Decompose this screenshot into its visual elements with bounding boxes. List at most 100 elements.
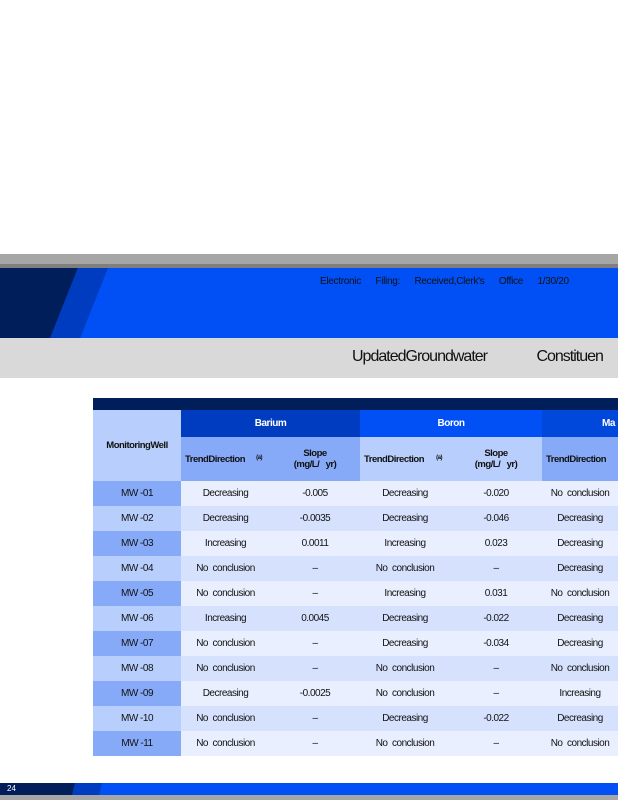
well-id-cell: MW -08 (93, 656, 181, 681)
well-id-cell: MW -10 (93, 706, 181, 731)
barium-slope-cell: – (270, 731, 360, 756)
well-id-cell: MW -06 (93, 606, 181, 631)
table-row: MW -10 No conclusion – Decreasing -0.022 Decr… (93, 706, 618, 731)
boron-trend-cell: Decreasing (360, 481, 450, 506)
well-id-cell: MW -02 (93, 506, 181, 531)
barium-trend-cell: No conclusion (181, 581, 270, 606)
boron-slope-cell: -0.046 (450, 506, 542, 531)
slope-label: Slope (303, 448, 327, 459)
title-word: UpdatedGroundwater (352, 348, 488, 365)
boron-trend-cell: Decreasing (360, 506, 450, 531)
third-trend-cell: Decreasing (542, 706, 618, 731)
group-header-barium: Barium (181, 410, 360, 437)
slope-header: Slope (mg/L/ yr) (450, 437, 542, 481)
subheader-row: TrendDirection (a) Slope (mg/L/ yr) TrendDir… (181, 437, 618, 481)
boron-slope-cell: – (450, 556, 542, 581)
barium-trend-cell: No conclusion (181, 631, 270, 656)
trend-direction-header: TrendDirection (542, 437, 618, 481)
barium-slope-cell: 0.0045 (270, 606, 360, 631)
trend-direction-label: TrendDirection (546, 453, 607, 465)
page-number: 24 (7, 784, 16, 793)
third-trend-cell: Increasing (542, 681, 618, 706)
header-band (0, 268, 618, 338)
boron-trend-cell: No conclusion (360, 556, 450, 581)
boron-slope-cell: -0.022 (450, 606, 542, 631)
well-id-cell: MW -04 (93, 556, 181, 581)
slope-header: Slope (mg/L/ yr) (270, 437, 360, 481)
table-row: MW -02 Decreasing -0.0035 Decreasing -0.046 D… (93, 506, 618, 531)
boron-trend-cell: Increasing (360, 581, 450, 606)
table-row: MW -01 Decreasing -0.005 Decreasing -0.020 No… (93, 481, 618, 506)
boron-slope-cell: 0.031 (450, 581, 542, 606)
table-row: MW -11 No conclusion – No conclusion – No con… (93, 731, 618, 756)
barium-trend-cell: No conclusion (181, 731, 270, 756)
barium-slope-cell: -0.0025 (270, 681, 360, 706)
boron-trend-cell: Increasing (360, 531, 450, 556)
barium-slope-cell: 0.0011 (270, 531, 360, 556)
well-id-cell: MW -09 (93, 681, 181, 706)
boron-trend-cell: No conclusion (360, 681, 450, 706)
boron-trend-cell: Decreasing (360, 706, 450, 731)
page-title: UpdatedGroundwater Constituen (352, 348, 618, 366)
slope-label: Slope (484, 448, 508, 459)
title-word: Constituen (536, 348, 603, 365)
filing-word: Filing: (375, 276, 400, 287)
filing-word: 1/30/20 (537, 276, 570, 287)
table-body: MW -01 Decreasing -0.005 Decreasing -0.020 No… (93, 481, 618, 756)
boron-slope-cell: -0.020 (450, 481, 542, 506)
barium-trend-cell: No conclusion (181, 556, 270, 581)
barium-trend-cell: Increasing (181, 606, 270, 631)
slope-unit: (mg/L/ yr) (474, 459, 518, 470)
well-id-cell: MW -07 (93, 631, 181, 656)
barium-trend-cell: Increasing (181, 531, 270, 556)
third-trend-cell: No conclusion (542, 581, 618, 606)
table-row: MW -06 Increasing 0.0045 Decreasing -0.022 De… (93, 606, 618, 631)
third-trend-cell: No conclusion (542, 731, 618, 756)
barium-slope-cell: -0.0035 (270, 506, 360, 531)
barium-slope-cell: – (270, 581, 360, 606)
barium-slope-cell: -0.005 (270, 481, 360, 506)
footer-gray-bar (0, 795, 618, 800)
table-top-bar (93, 398, 618, 410)
third-trend-cell: Decreasing (542, 506, 618, 531)
table-row: MW -05 No conclusion – Increasing 0.031 No co… (93, 581, 618, 606)
trend-direction-label: TrendDirection (185, 453, 246, 465)
footnote-marker: (a) (256, 455, 262, 461)
barium-trend-cell: Decreasing (181, 506, 270, 531)
slope-unit: (mg/L/ yr) (293, 459, 337, 470)
boron-trend-cell: No conclusion (360, 731, 450, 756)
third-trend-cell: Decreasing (542, 531, 618, 556)
barium-slope-cell: – (270, 556, 360, 581)
filing-word: Office (498, 276, 524, 287)
boron-trend-cell: No conclusion (360, 656, 450, 681)
well-id-cell: MW -05 (93, 581, 181, 606)
filing-stamp: Electronic Filing: Received,Clerk's Offi… (320, 276, 618, 287)
barium-slope-cell: – (270, 706, 360, 731)
boron-slope-cell: – (450, 731, 542, 756)
barium-trend-cell: No conclusion (181, 656, 270, 681)
table-row: MW -07 No conclusion – Decreasing -0.034 Decr… (93, 631, 618, 656)
boron-slope-cell: -0.022 (450, 706, 542, 731)
table-row: MW -09 Decreasing -0.0025 No conclusion – Inc… (93, 681, 618, 706)
trend-direction-label: TrendDirection (364, 453, 425, 465)
boron-slope-cell: – (450, 681, 542, 706)
barium-slope-cell: – (270, 631, 360, 656)
well-id-cell: MW -11 (93, 731, 181, 756)
boron-slope-cell: – (450, 656, 542, 681)
footer-slant-shape (72, 783, 102, 795)
boron-trend-cell: Decreasing (360, 631, 450, 656)
group-header-boron: Boron (360, 410, 542, 437)
third-trend-cell: Decreasing (542, 556, 618, 581)
third-trend-cell: No conclusion (542, 481, 618, 506)
well-id-cell: MW -03 (93, 531, 181, 556)
footer-band: 24 (0, 783, 618, 795)
group-header-row: Barium Boron Ma (181, 410, 618, 437)
trend-table: MonitoringWell Barium Boron Ma TrendDirect… (93, 398, 618, 756)
third-trend-cell: Decreasing (542, 631, 618, 656)
table-row: MW -03 Increasing 0.0011 Increasing 0.023 Dec… (93, 531, 618, 556)
well-id-cell: MW -01 (93, 481, 181, 506)
trend-direction-header: TrendDirection (a) (360, 437, 450, 481)
footer-navy-shape (0, 783, 76, 795)
boron-slope-cell: 0.023 (450, 531, 542, 556)
well-column-header: MonitoringWell (93, 410, 181, 481)
